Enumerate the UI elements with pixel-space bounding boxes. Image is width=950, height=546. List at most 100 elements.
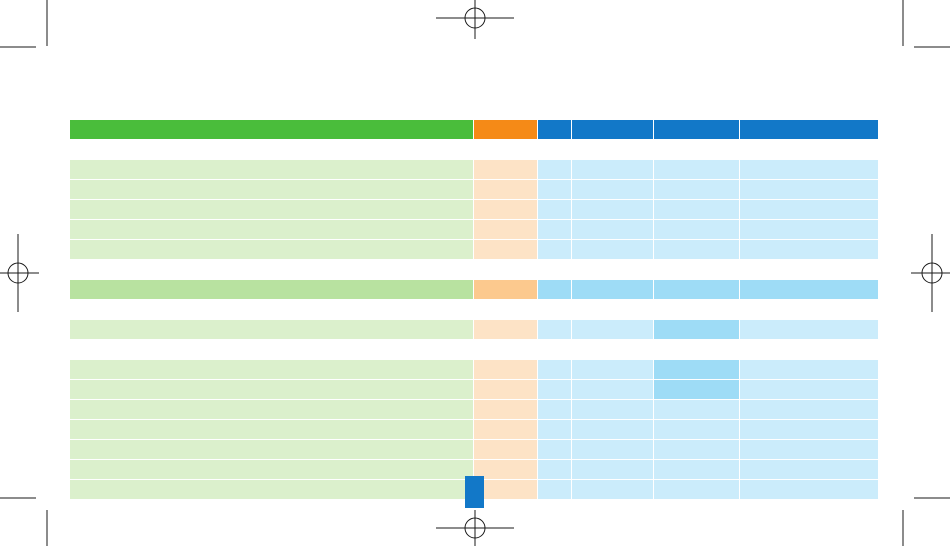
table-row [70,380,878,399]
table-cell [740,320,878,339]
table-cell [654,280,740,299]
table-cell [474,160,538,179]
table-cell [538,420,572,439]
table-cell [70,120,474,139]
table-cell [474,120,538,139]
table-cell [572,360,654,379]
table-cell [70,220,474,239]
table-row [70,240,878,259]
table-cell [654,120,740,139]
table-row [70,440,878,459]
table-row [70,320,878,339]
table-cell [474,480,538,499]
table-cell [538,160,572,179]
table-spacer [70,260,878,279]
registration-mark-top [436,0,514,39]
table-cell [654,200,740,219]
table-cell [474,440,538,459]
table-cell [654,420,740,439]
table-cell [572,380,654,399]
table-spacer [70,300,878,319]
table-cell [70,440,474,459]
table-cell [740,240,878,259]
table-cell [538,460,572,479]
table-cell [654,160,740,179]
table-cell [474,200,538,219]
table-cell [572,180,654,199]
table-cell [740,200,878,219]
table-row [70,420,878,439]
table-cell [572,460,654,479]
table-cell [474,220,538,239]
page-number-tab [465,476,484,508]
table-row [70,220,878,239]
table-cell [740,460,878,479]
table-cell [538,180,572,199]
table-cell [474,280,538,299]
table-row [70,400,878,419]
table-cell [740,280,878,299]
table-row [70,160,878,179]
table-cell [654,240,740,259]
table-cell [538,320,572,339]
table-row [70,360,878,379]
table-cell [654,380,740,399]
table-row [70,200,878,219]
table-cell [70,180,474,199]
table-cell [740,120,878,139]
table-cell [740,480,878,499]
table-cell [474,360,538,379]
table-cell [740,360,878,379]
table-cell [70,200,474,219]
table-cell [474,400,538,419]
table-spacer [70,340,878,359]
table-cell [654,440,740,459]
table-cell [654,360,740,379]
table-cell [572,440,654,459]
table-header-row [70,120,878,139]
table-cell [740,180,878,199]
table-cell [474,180,538,199]
table-cell [538,240,572,259]
table-cell [654,400,740,419]
table-cell [474,460,538,479]
table-cell [654,480,740,499]
table-cell [70,360,474,379]
table-cell [70,480,474,499]
table-total-row [70,280,878,299]
table-cell [474,240,538,259]
table-cell [572,280,654,299]
table-cell [70,400,474,419]
table-cell [538,380,572,399]
table-cell [474,380,538,399]
registration-mark-right [911,234,950,312]
table-cell [740,220,878,239]
table-cell [740,160,878,179]
table-row [70,480,878,499]
table-row [70,460,878,479]
table-cell [538,220,572,239]
table-cell [572,220,654,239]
table-cell [654,220,740,239]
table-cell [740,380,878,399]
table-spacer [70,140,878,159]
table-cell [70,380,474,399]
table-cell [654,460,740,479]
table-cell [654,180,740,199]
table-cell [740,440,878,459]
table-cell [572,320,654,339]
table-cell [572,400,654,419]
table-cell [70,280,474,299]
table-cell [572,480,654,499]
registration-mark-left [0,234,39,312]
table-cell [474,320,538,339]
table-cell [572,120,654,139]
table-cell [572,420,654,439]
registration-mark-bottom [436,510,514,546]
table-cell [70,460,474,479]
table-cell [70,320,474,339]
table-cell [538,280,572,299]
table-cell [572,240,654,259]
table-cell [740,420,878,439]
